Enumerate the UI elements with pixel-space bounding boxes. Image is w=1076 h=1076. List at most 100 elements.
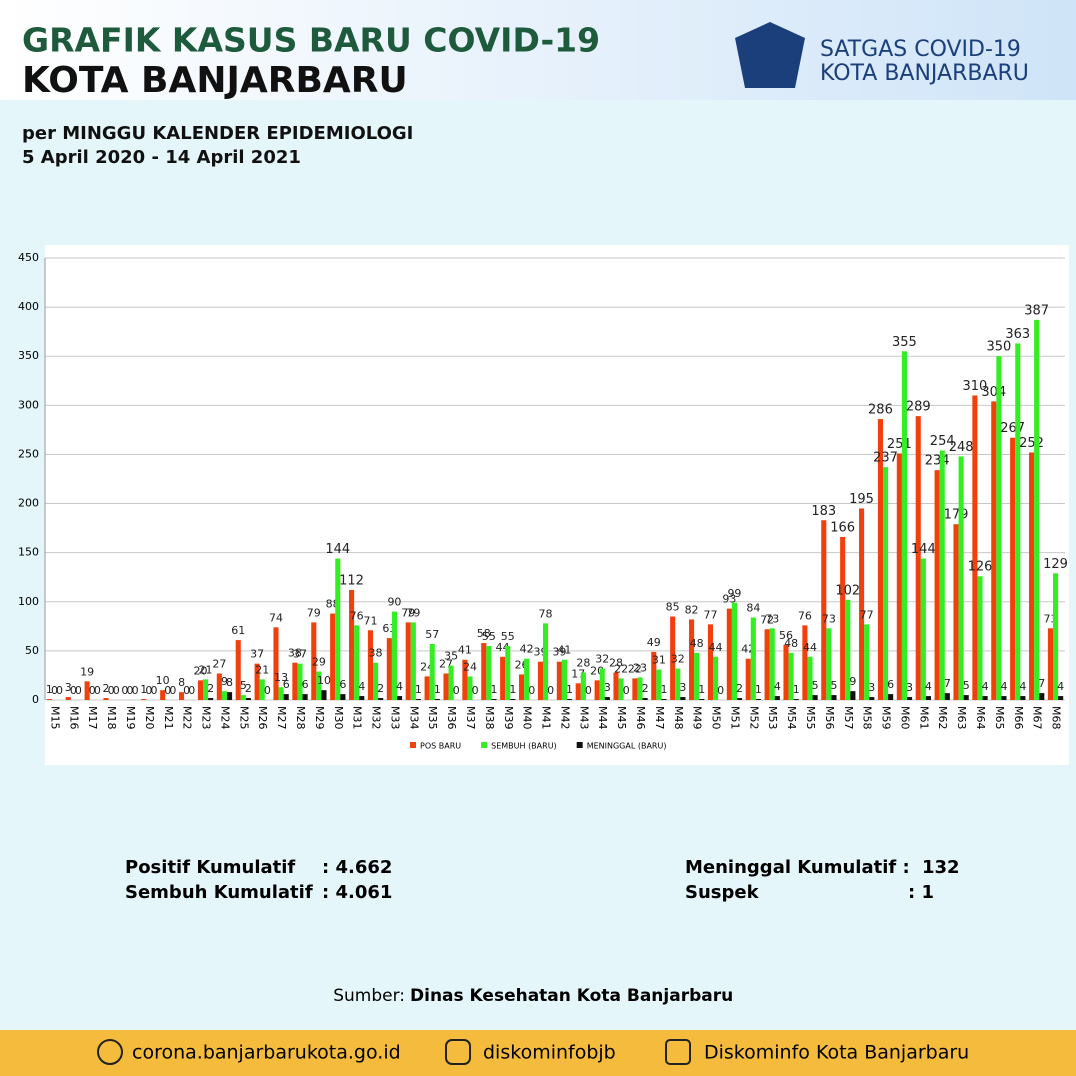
bar [259,679,265,700]
subtitle: KOTA BANJARBARU [22,60,408,101]
bar [1034,319,1040,700]
data-label: 22 [614,662,628,675]
bar [410,622,416,700]
x-tick-label: M56 [823,706,836,730]
data-label: 7 [1038,677,1045,690]
bar [203,679,209,700]
data-label: 37 [293,648,307,661]
bar [944,693,950,700]
legend-label: MENINGGAL (BARU) [587,742,667,751]
bar [245,698,251,700]
stat-label: Meninggal Kumulatif : [685,857,910,878]
data-label: 1 [140,683,147,696]
bar [566,699,573,700]
data-label: 79 [401,606,415,619]
data-label: 61 [231,624,245,637]
bar [510,699,516,700]
y-tick-label: 100 [18,595,39,608]
bar [788,652,794,700]
data-label: 1 [660,683,667,696]
data-label: 5 [812,679,819,692]
bar [434,699,440,700]
bar [65,697,71,700]
data-label: 93 [722,593,736,606]
bar [637,677,643,700]
x-tick-label: M33 [388,706,401,730]
bar [953,524,959,700]
bar [826,628,832,700]
data-label: 27 [212,657,226,670]
bar [831,695,837,700]
data-label: 24 [463,660,477,673]
bar [561,659,567,700]
bar [632,678,638,700]
data-label: 73 [822,612,836,625]
bar [448,665,454,700]
bar [1039,693,1045,700]
data-label: 4 [982,680,989,693]
data-label: 234 [925,454,950,469]
bar [802,625,808,700]
data-label: 38 [288,647,302,660]
logo [735,22,805,88]
x-tick-label: M19 [124,706,137,730]
data-label: 4 [925,680,932,693]
data-label: 0 [150,684,157,697]
bar [580,672,586,700]
footer-link: corona.banjarbarukota.go.id [132,1042,401,1064]
x-tick-label: M55 [804,706,817,730]
bar [524,658,530,700]
bar [46,699,52,700]
bar [1029,452,1035,700]
data-label: 35 [444,650,458,663]
bar [883,467,889,700]
bar [378,698,384,700]
data-label: 1 [509,683,516,696]
bar [651,651,657,700]
data-label: 1 [566,683,573,696]
bar [505,645,511,700]
data-label: 78 [539,607,553,620]
bar [179,692,185,700]
footer-band [0,1030,1076,1076]
x-tick-label: M57 [842,706,855,730]
data-label: 0 [145,684,152,697]
bar [850,691,856,700]
x-tick-label: M66 [1012,706,1025,730]
data-label: 102 [835,583,860,598]
data-label: 0 [108,684,115,697]
data-label: 0 [94,684,101,697]
instagram-icon [445,1039,471,1065]
bar [726,608,732,700]
bar [996,356,1002,700]
data-label: 6 [302,678,309,691]
data-label: 79 [307,606,321,619]
bar [297,663,303,700]
data-label: 10 [156,674,170,687]
data-label: 2 [245,682,252,695]
data-label: 7 [944,677,951,690]
bar [226,692,233,700]
stat-label: Suspek [685,882,760,903]
data-label: 23 [633,661,647,674]
data-label: 49 [647,636,661,649]
x-tick-label: M38 [483,706,496,730]
bar [1020,696,1026,700]
x-tick-label: M46 [634,706,647,730]
bar [221,691,227,700]
y-tick-label: 50 [25,644,39,657]
bar [316,671,322,700]
bar [405,622,411,700]
bar [429,644,435,700]
bar [731,602,737,700]
y-tick-label: 350 [18,349,39,362]
data-label: 3 [679,681,686,694]
data-label: 4 [1019,680,1026,693]
bar [302,694,308,700]
bar [661,699,667,700]
x-tick-label: M60 [898,706,911,730]
source-label: Sumber: [333,986,405,1006]
data-label: 4 [774,680,781,693]
data-label: 41 [458,644,472,657]
